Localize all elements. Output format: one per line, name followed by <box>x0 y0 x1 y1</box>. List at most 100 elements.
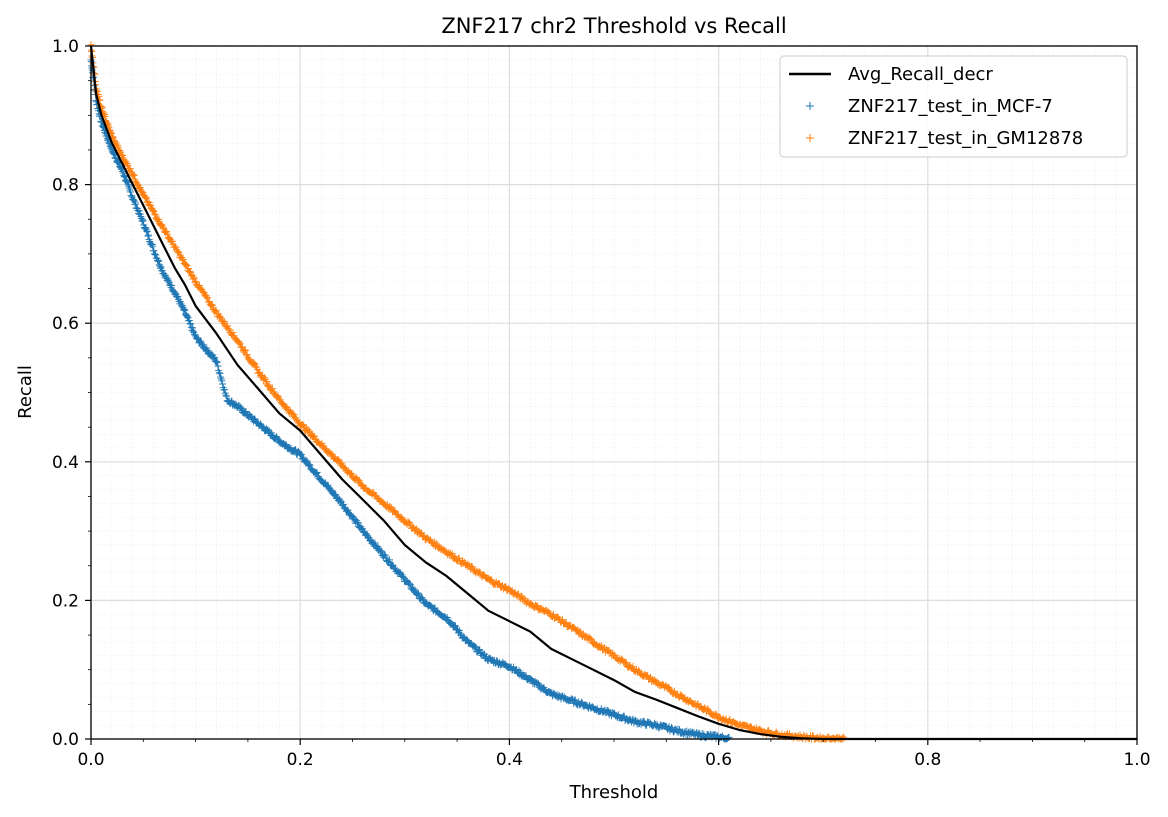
data-point <box>119 168 127 176</box>
legend-label-mcf7: ZNF217_test_in_MCF-7 <box>848 96 1053 117</box>
data-point <box>158 220 166 228</box>
data-point <box>399 573 407 581</box>
data-point <box>377 547 385 555</box>
data-point <box>540 684 548 692</box>
data-point <box>143 227 151 235</box>
data-point <box>381 551 389 559</box>
data-point <box>216 370 224 378</box>
data-point <box>142 224 150 232</box>
data-point <box>119 151 127 159</box>
data-point <box>413 525 421 533</box>
data-point <box>336 496 344 504</box>
data-point <box>129 195 137 203</box>
data-point <box>413 591 421 599</box>
data-point <box>187 320 195 328</box>
data-point <box>126 186 134 194</box>
data-point <box>533 602 541 610</box>
data-point <box>162 227 170 235</box>
data-point <box>332 490 340 498</box>
data-point <box>141 193 149 201</box>
data-point <box>138 217 146 225</box>
data-point <box>687 699 695 707</box>
data-point <box>211 354 219 362</box>
data-point <box>495 580 503 588</box>
legend-label-avg: Avg_Recall_decr <box>848 64 993 85</box>
data-point <box>189 324 197 332</box>
data-point <box>571 696 579 704</box>
data-point <box>242 408 250 416</box>
data-point <box>154 256 162 264</box>
data-point <box>135 207 143 215</box>
data-point <box>166 281 174 289</box>
data-point <box>468 563 476 571</box>
data-point <box>120 171 128 179</box>
data-point <box>130 197 138 205</box>
data-point <box>180 306 188 314</box>
data-point <box>219 380 227 388</box>
data-point <box>414 589 422 597</box>
y-tick-label: 0.6 <box>52 314 79 334</box>
data-point <box>151 250 159 258</box>
data-point <box>296 450 304 458</box>
data-point <box>704 706 712 714</box>
data-point <box>587 635 595 643</box>
data-point <box>218 377 226 385</box>
chart-title: ZNF217 chr2 Threshold vs Recall <box>441 14 786 38</box>
data-point <box>348 470 356 478</box>
data-point <box>168 281 176 289</box>
data-point <box>311 432 319 440</box>
data-point <box>186 319 194 327</box>
data-point <box>418 594 426 602</box>
data-point <box>386 502 394 510</box>
data-point <box>157 263 165 271</box>
data-point <box>471 643 479 651</box>
data-point <box>222 391 230 399</box>
data-point <box>431 604 439 612</box>
data-point <box>389 561 397 569</box>
data-point <box>726 715 734 723</box>
data-point <box>198 339 206 347</box>
data-point <box>174 293 182 301</box>
data-point <box>415 590 423 598</box>
data-point <box>199 287 207 295</box>
data-point <box>142 194 150 202</box>
data-point <box>282 403 290 411</box>
data-point <box>146 201 154 209</box>
data-point <box>209 353 217 361</box>
y-axis-label: Recall <box>15 365 36 419</box>
data-point <box>111 154 119 162</box>
data-point <box>364 532 372 540</box>
data-point <box>562 619 570 627</box>
data-point <box>132 199 140 207</box>
data-point <box>676 691 684 699</box>
data-point <box>427 603 435 611</box>
data-point <box>340 500 348 508</box>
data-point <box>455 554 463 562</box>
x-axis-label: Threshold <box>569 782 659 803</box>
data-point <box>151 210 159 218</box>
data-point <box>241 346 249 354</box>
data-point <box>698 729 706 737</box>
data-point <box>340 463 348 471</box>
data-point <box>290 411 298 419</box>
data-point <box>187 323 195 331</box>
data-point <box>179 256 187 264</box>
data-point <box>268 385 276 393</box>
data-point <box>546 688 554 696</box>
data-point <box>475 568 483 576</box>
data-point <box>150 250 158 258</box>
data-point <box>130 172 138 180</box>
data-point <box>158 222 166 230</box>
data-point <box>126 165 134 173</box>
data-point <box>665 684 673 692</box>
data-point <box>126 188 134 196</box>
data-point <box>149 207 157 215</box>
data-point <box>710 711 718 719</box>
data-point <box>204 294 212 302</box>
data-point <box>168 237 176 245</box>
data-point <box>215 369 223 377</box>
data-point <box>208 301 216 309</box>
data-point <box>629 663 637 671</box>
data-point <box>304 426 312 434</box>
